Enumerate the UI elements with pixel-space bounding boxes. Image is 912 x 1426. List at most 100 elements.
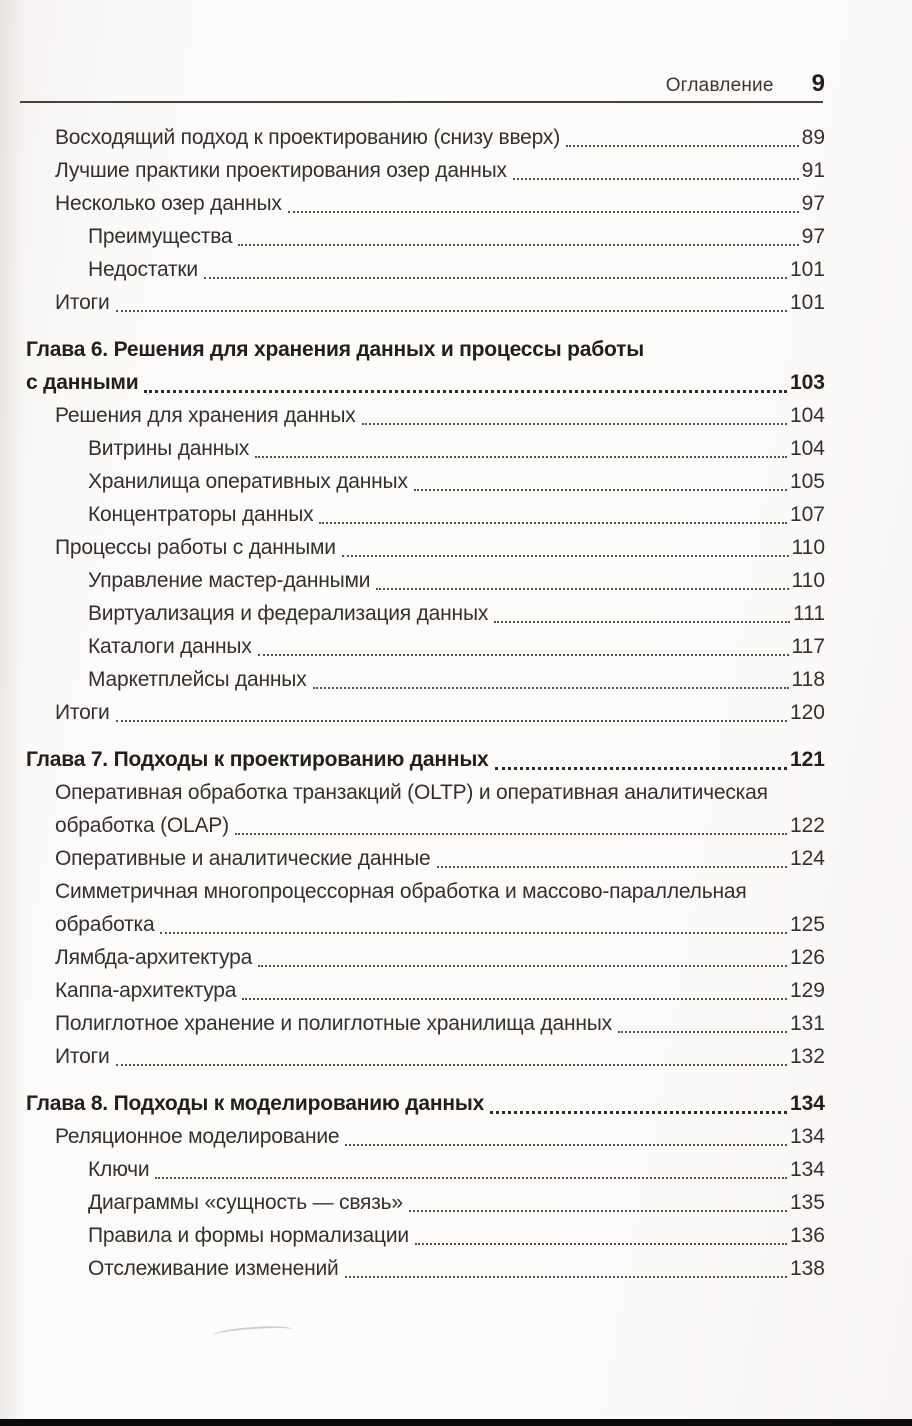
toc-entry: Реляционное моделирование 134 — [0, 1120, 825, 1153]
toc-entry: Оперативные и аналитические данные 124 — [0, 842, 825, 875]
toc-entry-page: 111 — [793, 602, 825, 625]
dot-leader — [414, 1243, 787, 1245]
dot-leader — [312, 687, 789, 689]
dot-leader — [258, 965, 787, 967]
toc-entry-label: Оперативная обработка транзакций (OLTP) … — [55, 781, 768, 804]
toc-entry-page: 110 — [791, 569, 825, 592]
dot-leader — [494, 767, 787, 770]
dot-leader — [408, 1210, 787, 1212]
toc-entry-label: Реляционное моделирование — [55, 1125, 340, 1148]
toc-entry-label: Оперативные и аналитические данные — [55, 847, 431, 870]
toc-entry-page: 124 — [789, 847, 825, 870]
toc-entry: Оперативная обработка транзакций (OLTP) … — [0, 776, 825, 842]
toc-entry: Маркетплейсы данных 118 — [0, 663, 825, 696]
toc-entry-page: 105 — [789, 470, 825, 493]
toc-entry-page: 91 — [801, 159, 825, 182]
dot-leader — [490, 1111, 787, 1114]
toc-entry-label: Витрины данных — [88, 437, 250, 460]
toc-entry-page: 136 — [789, 1224, 825, 1247]
toc-entry-label: Итоги — [55, 701, 110, 724]
toc-entry-page: 104 — [789, 404, 825, 427]
dot-leader — [160, 932, 787, 934]
toc-entry-page: 125 — [789, 913, 825, 936]
dot-leader — [413, 489, 787, 491]
toc-entry-page: 131 — [789, 1012, 825, 1035]
toc-entry-label: Управление мастер-данными — [88, 569, 371, 592]
toc-entry-label: Симметричная многопроцессорная обработка… — [55, 880, 747, 903]
dot-leader — [144, 390, 787, 393]
toc-entry-label: Маркетплейсы данных — [88, 668, 307, 691]
running-head-rule — [20, 101, 823, 103]
toc-entry-label: Виртуализация и федерализация данных — [88, 602, 489, 625]
dot-leader — [512, 178, 799, 180]
dot-leader — [238, 244, 799, 246]
dot-leader — [115, 310, 787, 312]
toc-entry: Хранилища оперативных данных 105 — [0, 465, 825, 498]
toc-entry-label: Итоги — [55, 291, 110, 314]
toc-entry-label: Восходящий подход к проектированию (сниз… — [55, 126, 560, 149]
toc-entry-label: Глава 7. Подходы к проектированию данных — [26, 748, 489, 771]
dot-leader — [255, 456, 787, 458]
toc-entry-label: Лямбда-архитектура — [55, 946, 253, 969]
toc-entry-label: Лучшие практики проектирования озер данн… — [55, 159, 507, 182]
toc-entry-page: 132 — [789, 1045, 825, 1068]
dot-leader — [436, 866, 787, 868]
dot-leader — [234, 833, 787, 835]
toc-entry: Процессы работы с данными 110 — [0, 531, 825, 564]
toc-entry-page: 120 — [789, 701, 825, 724]
dot-leader — [341, 555, 789, 557]
toc-entry-page: 134 — [789, 1158, 825, 1181]
toc-entry-page: 97 — [801, 192, 825, 215]
toc-entry-page: 107 — [789, 503, 825, 526]
toc-entry: Восходящий подход к проектированию (сниз… — [0, 121, 825, 154]
running-head-page-number: 9 — [811, 70, 825, 97]
toc-entry-label: с данными — [26, 371, 139, 394]
toc-entry: Виртуализация и федерализация данных 111 — [0, 597, 825, 630]
toc-entry-page: 134 — [789, 1092, 825, 1115]
toc-entry-page: 97 — [801, 225, 825, 248]
toc-entry: Концентраторы данных 107 — [0, 498, 825, 531]
toc-entry-page: 134 — [789, 1125, 825, 1148]
toc-list: Восходящий подход к проектированию (сниз… — [0, 121, 825, 1285]
toc-entry: Витрины данных 104 — [0, 432, 825, 465]
toc-entry: Лучшие практики проектирования озер данн… — [0, 154, 825, 187]
toc-entry-label: Процессы работы с данными — [55, 536, 336, 559]
toc-entry-label: обработка (OLAP) — [55, 814, 229, 837]
toc-entry-label: Правила и формы нормализации — [88, 1224, 409, 1247]
dot-leader — [115, 1064, 787, 1066]
dot-leader — [115, 720, 787, 722]
toc-entry-page: 89 — [801, 126, 825, 149]
book-bottom-edge — [0, 1419, 912, 1426]
toc-chapter-entry: Глава 8. Подходы к моделированию данных 1… — [0, 1087, 825, 1120]
toc-entry: Правила и формы нормализации 136 — [0, 1219, 825, 1252]
toc-entry: Симметричная многопроцессорная обработка… — [0, 875, 825, 941]
dot-leader — [287, 211, 799, 213]
toc-entry-page: 135 — [789, 1191, 825, 1214]
dot-leader — [494, 621, 791, 623]
dot-leader — [376, 588, 789, 590]
toc-entry-label: Несколько озер данных — [55, 192, 282, 215]
toc-entry-page: 138 — [789, 1257, 825, 1280]
toc-entry-label: Отслеживание изменений — [88, 1257, 339, 1280]
toc-entry: Итоги 132 — [0, 1040, 825, 1073]
toc-entry: Недостатки 101 — [0, 253, 825, 286]
running-head-title: Оглавление — [665, 75, 774, 96]
toc-entry-label: Решения для хранения данных — [55, 404, 356, 427]
dot-leader — [242, 998, 787, 1000]
toc-entry: Ключи 134 — [0, 1153, 825, 1186]
toc-entry-page: 122 — [789, 814, 825, 837]
toc-entry: Лямбда-архитектура 126 — [0, 941, 825, 974]
toc-entry: Решения для хранения данных 104 — [0, 399, 825, 432]
dot-leader — [257, 654, 789, 656]
toc-entry-label: Хранилища оперативных данных — [88, 470, 408, 493]
toc-entry: Преимущества 97 — [0, 220, 825, 253]
toc-entry-label: Полиглотное хранение и полиглотные храни… — [55, 1012, 612, 1035]
toc-entry-label: Итоги — [55, 1045, 110, 1068]
toc-entry-page: 104 — [789, 437, 825, 460]
dot-leader — [566, 145, 799, 147]
toc-entry-page: 110 — [791, 536, 825, 559]
dot-leader — [345, 1144, 787, 1146]
dot-leader — [361, 423, 787, 425]
toc-entry-page: 117 — [791, 635, 825, 658]
